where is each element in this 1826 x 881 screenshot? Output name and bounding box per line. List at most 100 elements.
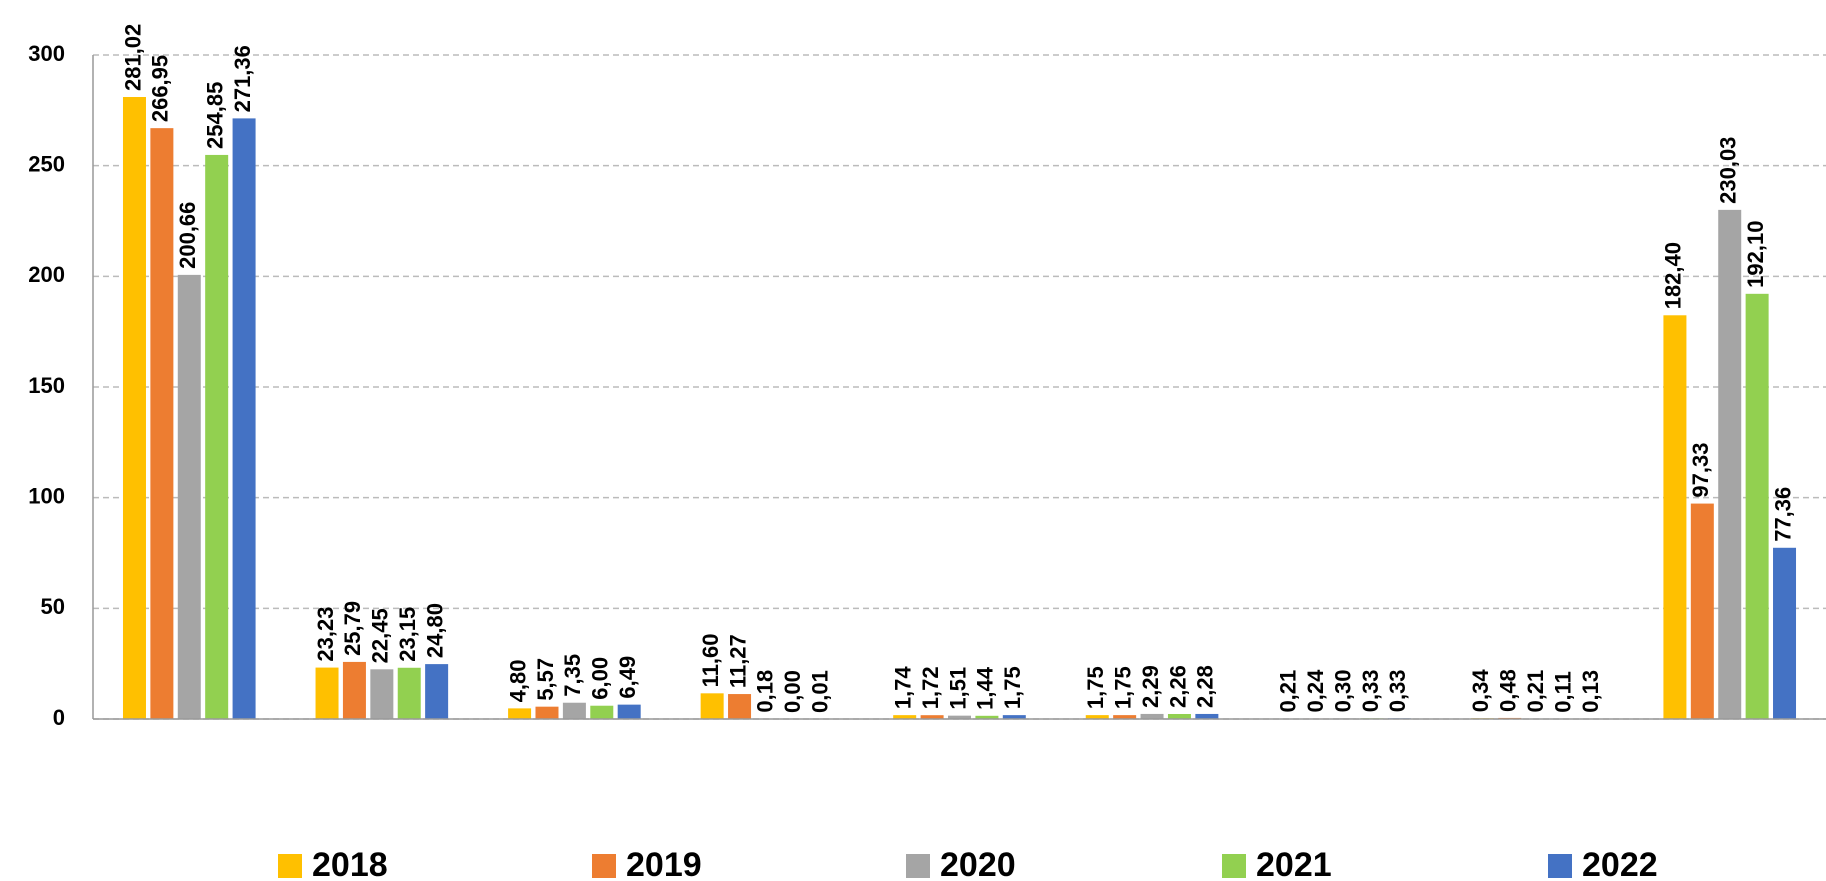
value-label: 0,34 <box>1468 669 1493 713</box>
legend-item: 2022 <box>1548 846 1658 881</box>
y-tick-label: 150 <box>28 373 65 398</box>
bar <box>122 97 146 720</box>
legend-label: 2022 <box>1582 846 1658 881</box>
value-label: 2,29 <box>1138 665 1163 708</box>
value-label: 0,24 <box>1303 669 1328 713</box>
value-label: 1,74 <box>891 666 916 710</box>
value-label: 2,28 <box>1193 665 1218 708</box>
value-label: 1,72 <box>918 666 943 709</box>
bar <box>1167 713 1191 719</box>
legend-swatch <box>906 853 930 878</box>
legend-item: 2020 <box>906 846 1016 881</box>
value-label: 200,66 <box>175 202 200 269</box>
bar <box>948 715 971 719</box>
bar <box>535 706 559 719</box>
bar <box>728 694 752 719</box>
value-label: 0,11 <box>1550 671 1575 713</box>
value-label: 24,80 <box>422 603 447 658</box>
bar <box>425 664 449 719</box>
value-label: 11,27 <box>725 634 750 688</box>
value-label: 1,44 <box>973 666 998 710</box>
bar <box>315 667 339 719</box>
y-tick-label: 0 <box>53 705 65 730</box>
bar <box>397 667 421 719</box>
value-label: 25,79 <box>340 601 365 656</box>
bar <box>205 154 229 719</box>
y-tick-label: 250 <box>28 151 65 176</box>
value-label: 2,26 <box>1165 665 1190 708</box>
value-label: 0,48 <box>1496 669 1521 712</box>
value-label: 0,00 <box>780 670 805 713</box>
legend-label: 2020 <box>940 846 1016 881</box>
bar <box>700 693 724 719</box>
value-label: 77,36 <box>1770 487 1795 542</box>
value-label: 23,15 <box>395 607 420 662</box>
bar <box>1113 715 1137 719</box>
legend-item: 2018 <box>278 846 388 881</box>
bar <box>1002 715 1026 719</box>
bar <box>1690 503 1714 719</box>
legend-swatch <box>1548 853 1572 878</box>
legend-swatch <box>1222 853 1246 878</box>
value-label: 0,13 <box>1578 670 1603 713</box>
value-label: 192,10 <box>1743 221 1768 288</box>
value-label: 22,45 <box>368 608 393 663</box>
bar <box>1195 713 1219 719</box>
legend-label: 2021 <box>1256 846 1332 881</box>
y-tick-label: 200 <box>28 262 65 287</box>
value-label: 0,30 <box>1330 670 1355 713</box>
value-label: 1,75 <box>1000 666 1025 709</box>
bar <box>1745 293 1769 719</box>
value-label: 0,21 <box>1276 670 1301 713</box>
value-label: 1,51 <box>945 667 970 710</box>
value-label: 11,60 <box>698 633 723 687</box>
value-label: 4,80 <box>505 660 530 703</box>
legend-label: 2018 <box>312 846 388 881</box>
value-label: 0,33 <box>1385 669 1410 712</box>
bar <box>590 705 614 719</box>
bar <box>177 274 201 719</box>
legend-label: 2019 <box>626 846 702 881</box>
bar <box>893 715 917 719</box>
bar <box>975 715 999 719</box>
value-label: 0,21 <box>1523 670 1548 713</box>
bar <box>1773 547 1797 719</box>
bar <box>1663 315 1687 719</box>
legend-item: 2021 <box>1222 846 1332 881</box>
bar <box>150 128 174 720</box>
bar <box>617 704 641 719</box>
bar <box>232 118 256 719</box>
legend-item: 2019 <box>592 846 702 881</box>
y-tick-label: 300 <box>28 41 65 66</box>
value-label: 7,35 <box>560 654 585 697</box>
bar <box>1718 209 1742 719</box>
value-label: 271,36 <box>230 45 255 112</box>
y-tick-label: 100 <box>28 483 65 508</box>
value-label: 23,23 <box>313 607 338 662</box>
value-label: 1,75 <box>1110 666 1135 709</box>
value-label: 266,95 <box>148 55 173 122</box>
value-label: 0,33 <box>1358 669 1383 712</box>
value-label: 0,01 <box>808 670 833 713</box>
bar <box>562 702 586 719</box>
y-tick-label: 50 <box>41 594 65 619</box>
value-label: 6,49 <box>615 656 640 699</box>
value-label: 97,33 <box>1688 443 1713 498</box>
legend-swatch <box>592 853 616 878</box>
value-label: 254,85 <box>202 82 227 149</box>
value-label: 5,57 <box>533 658 558 701</box>
bar <box>1140 713 1164 719</box>
bar <box>508 708 532 719</box>
bar <box>370 669 394 719</box>
value-label: 230,03 <box>1716 137 1741 204</box>
legend-swatch <box>278 853 302 878</box>
bar <box>1085 715 1109 719</box>
value-label: 281,02 <box>120 24 145 91</box>
bar <box>920 715 944 719</box>
value-label: 6,00 <box>588 657 613 700</box>
value-label: 182,40 <box>1661 242 1686 309</box>
bar <box>342 661 366 719</box>
value-label: 1,75 <box>1083 666 1108 709</box>
